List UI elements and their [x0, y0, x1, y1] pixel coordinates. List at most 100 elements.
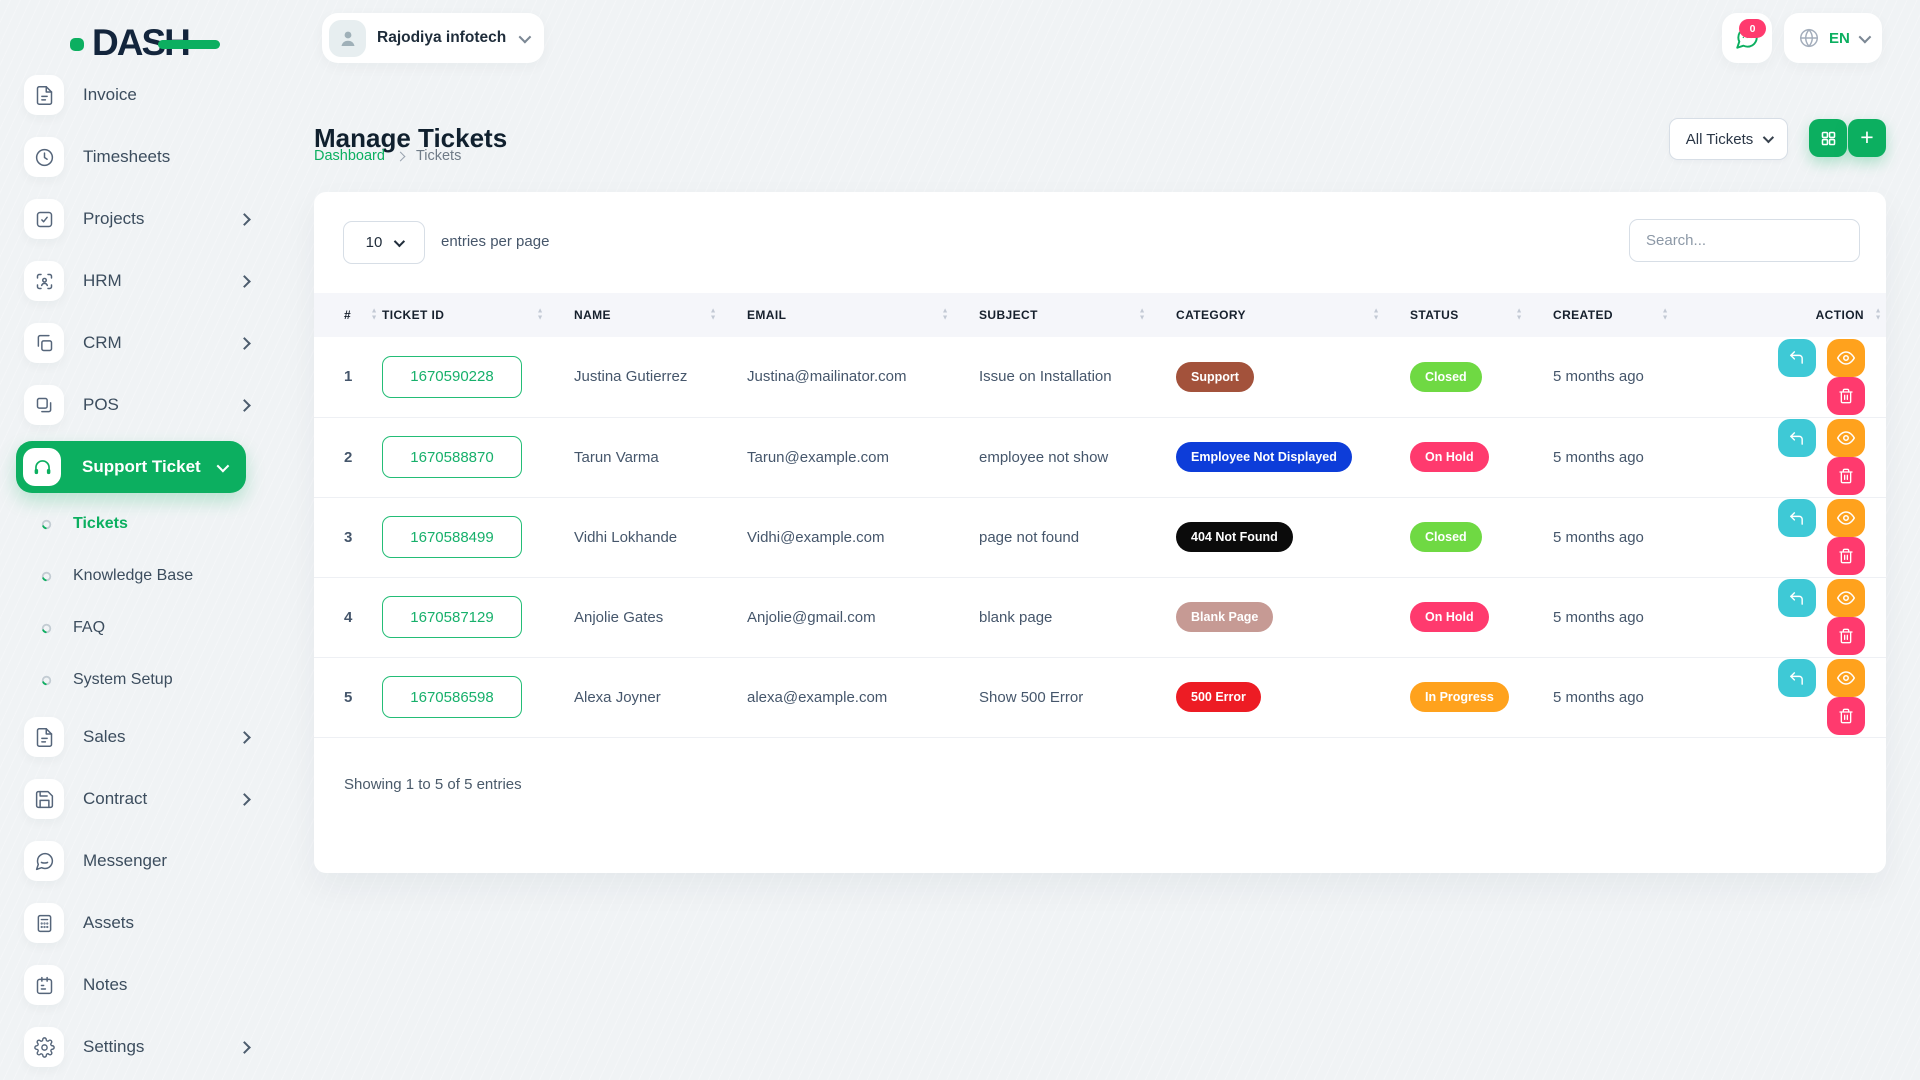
- ticket-id-button[interactable]: 1670586598: [382, 676, 522, 718]
- sidebar-subitem-faq[interactable]: FAQ: [0, 602, 270, 654]
- sidebar-item-messenger[interactable]: Messenger: [0, 830, 270, 892]
- sidebar-item-label: Sales: [83, 727, 126, 746]
- column-header-action[interactable]: ACTION: [1739, 293, 1886, 337]
- sort-icon[interactable]: [1875, 309, 1882, 322]
- company-avatar: [329, 19, 366, 57]
- ticket-subject-cell: page not found: [979, 528, 1080, 546]
- language-code: EN: [1829, 29, 1850, 47]
- sidebar-subitem-label: FAQ: [73, 619, 106, 636]
- notifications-button[interactable]: 0: [1722, 13, 1772, 63]
- delete-ticket-button[interactable]: [1827, 617, 1865, 655]
- row-number: 2: [344, 448, 353, 466]
- globe-icon: [1800, 28, 1818, 48]
- ticket-id-button[interactable]: 1670590228: [382, 355, 522, 398]
- column-header-status[interactable]: STATUS: [1410, 293, 1553, 337]
- checkbox-icon: [24, 199, 64, 239]
- sidebar-item-crm[interactable]: CRM: [0, 312, 270, 374]
- sidebar-item-notes[interactable]: Notes: [0, 954, 270, 1016]
- sort-icon[interactable]: [942, 309, 949, 322]
- table-row: 2 1670588870 Tarun Varma Tarun@example.c…: [314, 417, 1886, 497]
- entries-per-page-select[interactable]: 10: [343, 221, 425, 264]
- convert-ticket-button[interactable]: [1777, 579, 1816, 617]
- sort-icon[interactable]: [371, 309, 378, 322]
- column-header-ticket-id[interactable]: TICKET ID: [382, 293, 574, 337]
- sort-icon[interactable]: [1139, 309, 1146, 322]
- delete-ticket-button[interactable]: [1827, 376, 1865, 415]
- delete-ticket-button[interactable]: [1827, 697, 1865, 735]
- table-header-row: # TICKET ID NAME EMAIL SUBJECT CATEGORY …: [314, 293, 1886, 337]
- bullet-icon: [41, 675, 52, 686]
- ticket-name-cell: Justina Gutierrez: [574, 368, 688, 386]
- sidebar-item-sales[interactable]: Sales: [0, 706, 270, 768]
- sidebar-subitem-tickets[interactable]: Tickets: [0, 498, 270, 550]
- column-header-created[interactable]: CREATED: [1553, 293, 1739, 337]
- trash-icon: [1839, 628, 1853, 644]
- sidebar-item-assets[interactable]: Assets: [0, 892, 270, 954]
- sort-icon[interactable]: [1373, 309, 1380, 322]
- sidebar-item-projects[interactable]: Projects: [0, 188, 270, 250]
- category-badge: 500 Error: [1176, 682, 1261, 712]
- ticket-subject-cell: Show 500 Error: [979, 688, 1084, 706]
- grid-view-button[interactable]: [1809, 119, 1847, 157]
- chevron-right-icon: [238, 730, 251, 744]
- ticket-id-button[interactable]: 1670587129: [382, 596, 522, 638]
- chevron-right-icon: [238, 398, 251, 412]
- sidebar-subitem-label: System Setup: [73, 671, 173, 688]
- sort-icon[interactable]: [537, 309, 544, 322]
- view-ticket-button[interactable]: [1827, 659, 1865, 697]
- sidebar-item-label: Contract: [83, 789, 148, 808]
- table-row: 3 1670588499 Vidhi Lokhande Vidhi@exampl…: [314, 497, 1886, 577]
- all-tickets-filter-dropdown[interactable]: All Tickets: [1669, 118, 1788, 160]
- company-selector[interactable]: Rajodiya infotech: [322, 13, 545, 63]
- convert-ticket-button[interactable]: [1777, 338, 1816, 377]
- status-badge: Closed: [1410, 522, 1482, 552]
- view-ticket-button[interactable]: [1827, 419, 1865, 457]
- breadcrumb-dashboard-link[interactable]: Dashboard: [314, 148, 385, 164]
- eye-icon: [1837, 431, 1855, 445]
- sidebar-item-label: Assets: [83, 913, 135, 932]
- sidebar-item-settings[interactable]: Settings: [0, 1016, 270, 1078]
- status-badge: On Hold: [1410, 602, 1489, 632]
- sidebar-item-pos[interactable]: POS: [0, 374, 270, 436]
- column-header-name[interactable]: NAME: [574, 293, 747, 337]
- convert-ticket-button[interactable]: [1777, 419, 1816, 457]
- convert-ticket-button[interactable]: [1777, 659, 1816, 697]
- sidebar-item-contract[interactable]: Contract: [0, 768, 270, 830]
- sidebar-item-label: Messenger: [83, 851, 168, 870]
- convert-ticket-button[interactable]: [1777, 499, 1816, 537]
- column-header-email[interactable]: EMAIL: [747, 293, 979, 337]
- view-ticket-button[interactable]: [1827, 338, 1865, 377]
- eye-icon: [1837, 511, 1855, 525]
- sort-icon[interactable]: [710, 309, 717, 322]
- chevron-right-icon: [238, 212, 251, 226]
- sidebar-subitem-system-setup[interactable]: System Setup: [0, 654, 270, 706]
- sort-icon[interactable]: [1662, 309, 1669, 322]
- breadcrumb-current: Tickets: [415, 148, 462, 164]
- corner-up-left-icon: [1790, 351, 1804, 365]
- delete-ticket-button[interactable]: [1827, 457, 1865, 495]
- sidebar-subitem-knowledge-base[interactable]: Knowledge Base: [0, 550, 270, 602]
- trash-icon: [1839, 468, 1853, 484]
- search-input[interactable]: [1629, 219, 1860, 262]
- ticket-id-button[interactable]: 1670588499: [382, 516, 522, 558]
- sort-icon[interactable]: [1516, 309, 1523, 322]
- column-header-subject[interactable]: SUBJECT: [979, 293, 1176, 337]
- category-badge: Employee Not Displayed: [1176, 442, 1352, 472]
- sidebar-item-support-ticket[interactable]: Support Ticket: [0, 436, 270, 498]
- language-selector[interactable]: EN: [1784, 13, 1882, 63]
- sidebar-item-timesheets[interactable]: Timesheets: [0, 126, 270, 188]
- brand-logo[interactable]: DASH: [70, 22, 230, 64]
- ticket-id-button[interactable]: 1670588870: [382, 436, 522, 478]
- status-badge: Closed: [1410, 361, 1482, 392]
- row-number: 3: [344, 528, 353, 546]
- corner-up-left-icon: [1790, 671, 1804, 685]
- delete-ticket-button[interactable]: [1827, 537, 1865, 575]
- column-header-num[interactable]: #: [314, 293, 382, 337]
- sidebar-item-invoice[interactable]: Invoice: [0, 64, 270, 126]
- column-header-category[interactable]: CATEGORY: [1176, 293, 1410, 337]
- sidebar-item-hrm[interactable]: HRM: [0, 250, 270, 312]
- view-ticket-button[interactable]: [1827, 579, 1865, 617]
- ticket-name-cell: Vidhi Lokhande: [574, 528, 678, 546]
- view-ticket-button[interactable]: [1827, 499, 1865, 537]
- create-ticket-button[interactable]: +: [1848, 119, 1886, 157]
